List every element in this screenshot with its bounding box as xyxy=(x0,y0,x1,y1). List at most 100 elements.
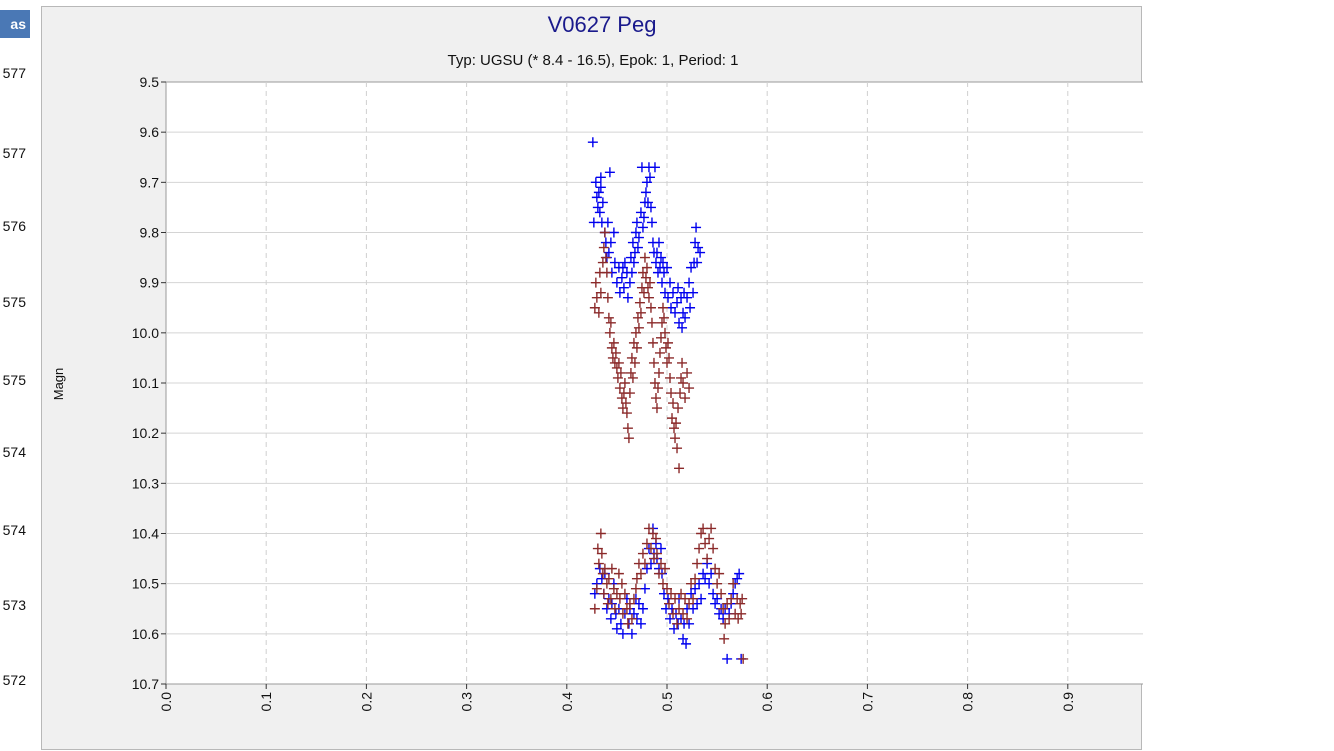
data-point-red xyxy=(650,393,661,404)
data-point-blue xyxy=(604,167,615,178)
data-point-blue xyxy=(629,247,640,258)
data-point-red xyxy=(598,242,609,253)
data-point-red xyxy=(632,312,643,323)
data-point-red xyxy=(728,578,739,589)
data-point-red xyxy=(657,302,668,313)
column-header[interactable]: as xyxy=(0,10,30,38)
data-point-red xyxy=(607,352,618,363)
data-point-red xyxy=(655,558,666,569)
data-point-red xyxy=(652,383,663,394)
column-value: 577 xyxy=(2,145,26,161)
data-point-red xyxy=(619,378,630,388)
data-point-red xyxy=(668,608,679,619)
left-data-column: as 577 577 576 575 575 574 574 573 572 xyxy=(0,0,34,750)
data-point-blue xyxy=(690,237,701,248)
data-point-blue xyxy=(628,257,639,268)
x-tick-label: 0.3 xyxy=(459,692,475,712)
y-tick-label: 9.7 xyxy=(140,174,160,190)
column-value: 576 xyxy=(2,218,26,234)
data-point-blue xyxy=(633,598,644,609)
column-value: 572 xyxy=(2,672,26,688)
chart-subtitle: Typ: UGSU (* 8.4 - 16.5), Epok: 1, Perio… xyxy=(448,52,739,69)
data-point-blue xyxy=(638,212,649,223)
data-point-blue xyxy=(603,247,614,258)
data-point-blue xyxy=(653,237,664,248)
y-tick-label: 10.2 xyxy=(132,425,159,441)
data-point-red xyxy=(591,583,602,594)
data-point-red xyxy=(692,558,703,569)
data-point-red xyxy=(700,538,711,549)
data-point-blue xyxy=(686,262,697,273)
data-point-red xyxy=(651,403,662,414)
data-point-red xyxy=(641,262,652,273)
x-tick-label: 0.2 xyxy=(358,692,374,712)
data-point-red xyxy=(593,307,604,318)
data-point-red xyxy=(629,357,640,368)
column-value: 574 xyxy=(2,444,26,460)
data-point-red xyxy=(622,423,633,434)
column-value: 574 xyxy=(2,522,26,538)
y-tick-label: 10.7 xyxy=(132,676,159,692)
data-point-red xyxy=(648,553,659,564)
data-point-red xyxy=(614,383,625,394)
data-point-blue xyxy=(674,317,685,328)
data-point-red xyxy=(674,603,685,614)
column-values: 577 577 576 575 575 574 574 573 572 xyxy=(0,0,34,750)
axis-ticks: 9.5 9.6 9.7 9.8 9.9 10.0 10.1 10.2 10.3 10.4 10.5 1… xyxy=(132,74,1076,712)
data-point-red xyxy=(733,613,744,624)
data-point-blue xyxy=(677,322,688,333)
data-point-red xyxy=(718,603,729,614)
data-point-blue xyxy=(611,623,622,634)
data-point-blue xyxy=(592,202,603,213)
data-point-blue xyxy=(710,598,721,609)
data-point-blue xyxy=(642,197,653,208)
data-point-blue xyxy=(678,633,689,644)
data-point-red xyxy=(602,598,613,609)
data-point-blue xyxy=(690,583,701,594)
data-point-red xyxy=(621,408,632,419)
data-point-red xyxy=(639,558,650,569)
data-point-blue xyxy=(691,222,702,233)
data-point-blue xyxy=(587,137,598,148)
data-point-red xyxy=(688,593,699,604)
data-point-red xyxy=(608,583,619,594)
data-point-red xyxy=(616,393,627,404)
data-point-red xyxy=(680,393,691,404)
data-point-red xyxy=(712,578,723,589)
data-point-red xyxy=(605,317,616,328)
data-point-red xyxy=(672,443,683,454)
data-point-blue xyxy=(712,593,723,604)
data-point-red xyxy=(674,463,685,474)
data-point-blue xyxy=(665,613,676,624)
data-point-blue xyxy=(645,202,656,213)
data-point-red xyxy=(608,337,619,348)
data-point-red xyxy=(663,337,674,348)
data-point-red xyxy=(611,362,622,373)
data-point-red xyxy=(633,322,644,333)
data-point-red xyxy=(593,558,604,569)
data-point-red xyxy=(720,618,731,629)
column-value: 577 xyxy=(2,65,26,81)
data-point-blue xyxy=(693,242,704,253)
data-point-red xyxy=(653,568,664,579)
data-point-red xyxy=(600,252,611,263)
data-point-blue xyxy=(594,207,605,218)
data-point-red xyxy=(615,367,626,378)
y-tick-label: 10.1 xyxy=(132,375,159,391)
data-point-red xyxy=(736,608,747,619)
y-tick-label: 10.4 xyxy=(132,526,159,542)
data-point-blue xyxy=(695,247,706,258)
data-point-red xyxy=(599,227,610,238)
data-point-blue xyxy=(627,237,638,248)
data-point-red xyxy=(706,523,717,534)
data-point-red xyxy=(637,548,648,559)
data-point-red xyxy=(724,613,735,624)
data-point-blue xyxy=(617,628,628,639)
data-point-red xyxy=(684,598,695,609)
data-point-red xyxy=(631,342,642,353)
data-point-red xyxy=(696,528,707,539)
data-point-red xyxy=(737,593,748,604)
data-point-blue xyxy=(700,573,711,584)
data-point-blue xyxy=(637,222,648,233)
column-value: 573 xyxy=(2,597,26,613)
